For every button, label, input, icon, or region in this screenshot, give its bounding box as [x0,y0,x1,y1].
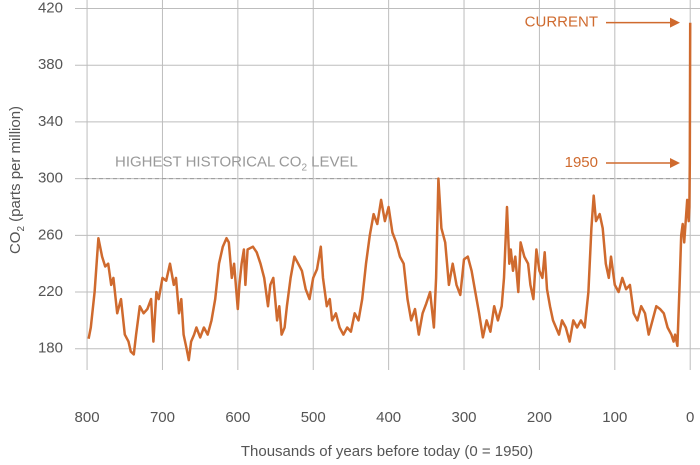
y-tick-label: 420 [38,0,63,16]
threshold-label-part: HIGHEST HISTORICAL CO [115,154,301,171]
threshold-label: HIGHEST HISTORICAL CO2 LEVEL [115,154,358,174]
x-tick-label: 700 [150,409,175,426]
x-axis-label: Thousands of years before today (0 = 195… [241,443,533,460]
y-tick-label: 380 [38,56,63,73]
annotation-label: CURRENT [525,14,598,31]
x-tick-label: 100 [602,409,627,426]
x-tick-label: 0 [686,409,694,426]
co2-line [87,22,692,362]
x-tick-label: 600 [225,409,250,426]
y-tick-label: 180 [38,340,63,357]
annotation-label: 1950 [565,154,598,171]
y-axis-label: CO2 (parts per million) [7,106,27,254]
x-tick-label: 200 [527,409,552,426]
threshold-label-part: 2 [301,162,307,173]
x-tick-label: 400 [376,409,401,426]
x-tick-label: 300 [452,409,477,426]
threshold-label-part: LEVEL [307,154,358,171]
annotation-arrowhead [670,158,680,169]
y-tick-label: 300 [38,170,63,187]
y-tick-label: 220 [38,283,63,300]
x-tick-label: 800 [75,409,100,426]
y-tick-label: 260 [38,226,63,243]
x-tick-label: 500 [301,409,326,426]
y-tick-label: 340 [38,113,63,130]
annotation-arrowhead [670,17,680,28]
